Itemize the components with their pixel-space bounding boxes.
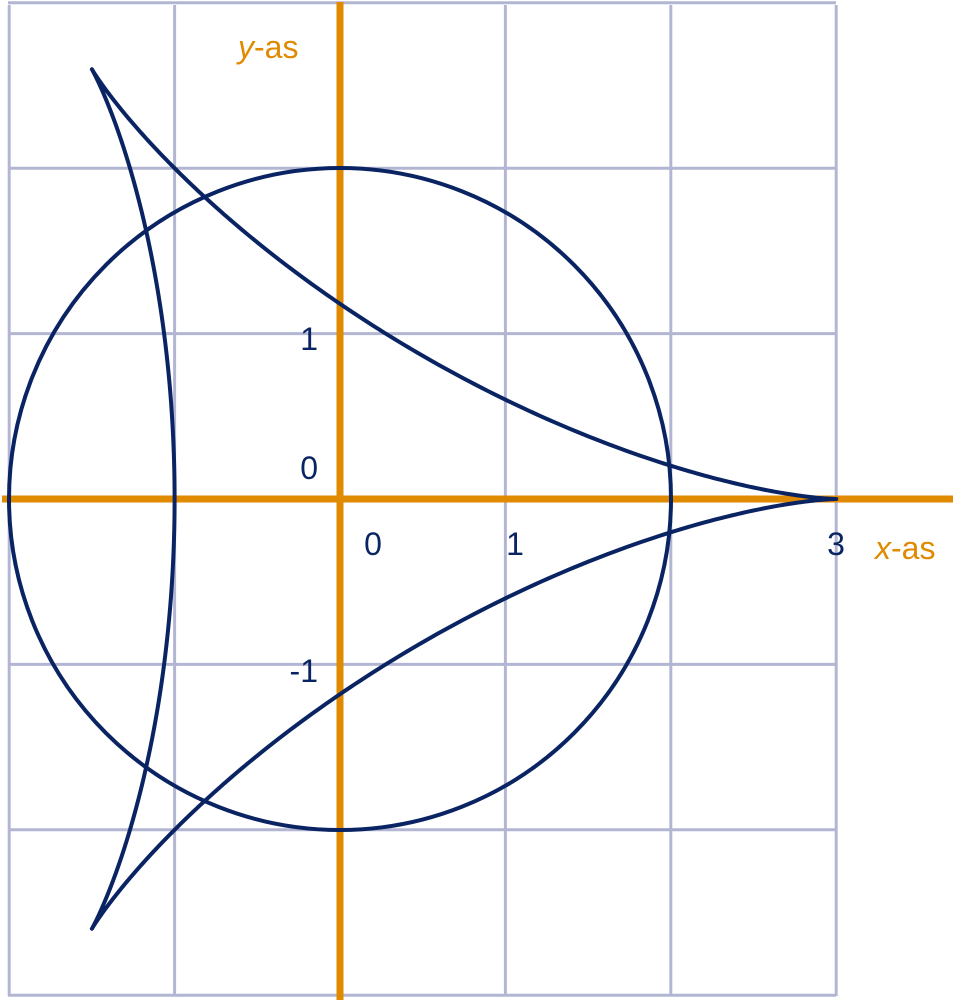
deltoid-curve	[89, 67, 839, 931]
x-axis-label: x-as	[873, 530, 935, 566]
tick-label: 1	[506, 526, 524, 562]
tick-label: 0	[364, 526, 382, 562]
tick-label: 1	[300, 321, 318, 357]
x-axis-var: x	[873, 530, 892, 566]
tick-label: -1	[290, 653, 318, 689]
y-axis-suffix: -as	[254, 29, 298, 65]
y-axis-var: y	[236, 29, 256, 65]
y-axis-label: y-as	[236, 29, 298, 65]
tick-label: 3	[827, 526, 845, 562]
tick-label: 0	[300, 450, 318, 486]
circle	[7, 166, 673, 832]
x-axis-suffix: -as	[891, 530, 935, 566]
